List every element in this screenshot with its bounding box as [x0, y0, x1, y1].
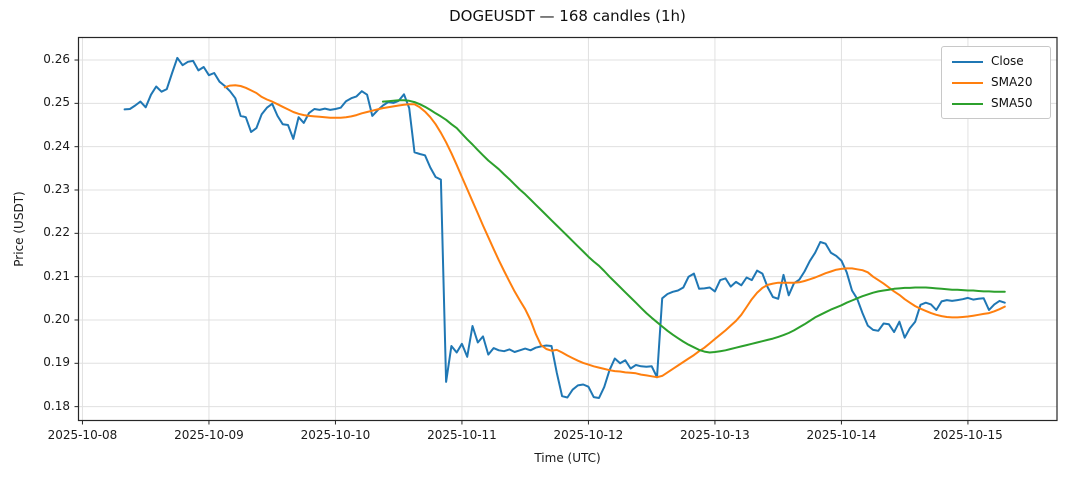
y-tick-label: 0.25 — [43, 95, 70, 110]
x-axis-tick-labels: 2025-10-08 2025-10-09 2025-10-10 2025-10-11… — [0, 428, 1068, 444]
legend-label-sma50: SMA50 — [991, 96, 1033, 110]
legend-item-sma20: SMA20 — [942, 72, 1050, 93]
close-line-swatch-icon — [952, 60, 983, 63]
y-tick-label: 0.19 — [43, 355, 70, 370]
y-tick-label: 0.21 — [43, 268, 70, 283]
sma20-line-swatch-icon — [952, 81, 983, 84]
plot-border — [77, 36, 1058, 422]
y-tick-label: 0.23 — [43, 182, 70, 196]
legend-item-sma50: SMA50 — [942, 93, 1050, 114]
x-tick-label: 2025-10-13 — [680, 428, 750, 442]
x-tick-label: 2025-10-14 — [806, 428, 877, 442]
chart-title: DOGEUSDT — 168 candles (1h) — [449, 7, 686, 25]
sma20-line — [223, 84, 1006, 379]
x-tick-label: 2025-10-12 — [553, 428, 624, 442]
x-tick-label: 2025-10-10 — [300, 428, 371, 442]
legend-item-close: Close — [942, 51, 1050, 72]
x-tick-label: 2025-10-15 — [933, 428, 1003, 442]
sma50-line — [381, 99, 1006, 354]
y-tick-label: 0.20 — [43, 311, 70, 326]
y-tick-label: 0.24 — [43, 138, 70, 153]
legend-label-sma20: SMA20 — [991, 75, 1033, 89]
y-tick-label: 0.26 — [43, 52, 70, 67]
legend-label-close: Close — [991, 54, 1024, 68]
x-tick-label: 2025-10-09 — [174, 428, 244, 442]
axis-tick-marks — [74, 59, 969, 425]
close-line — [123, 56, 1006, 399]
x-tick-label: 2025-10-08 — [47, 428, 118, 442]
x-tick-label: 2025-10-11 — [427, 428, 497, 442]
sma50-line-swatch-icon — [952, 102, 983, 105]
legend: Close SMA20 SMA50 — [941, 46, 1051, 119]
y-tick-label: 0.22 — [43, 225, 70, 240]
y-tick-label: 0.18 — [43, 398, 70, 413]
gridlines — [78, 37, 1057, 421]
y-axis-label: Price (USDT) — [12, 191, 26, 267]
x-axis-label: Time (UTC) — [534, 451, 601, 465]
